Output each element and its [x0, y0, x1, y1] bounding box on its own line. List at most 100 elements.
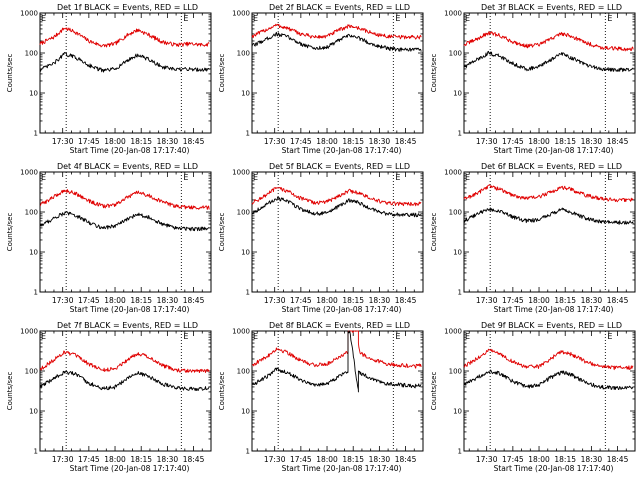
y-tick-label: 1000: [444, 169, 462, 177]
x-tick-label: 18:30: [581, 296, 603, 305]
x-tick-label: 18:15: [554, 137, 576, 146]
event-marker-label: E: [183, 14, 188, 23]
x-tick-label: 17:45: [290, 137, 312, 146]
x-tick-label: 18:45: [607, 296, 629, 305]
x-tick-label: 17:45: [78, 296, 100, 305]
plot-frame: [251, 12, 424, 134]
event-marker-label: E: [41, 173, 46, 182]
y-tick-label: 100: [237, 368, 250, 376]
event-marker-label: E: [183, 332, 188, 341]
x-tick-label: 18:00: [316, 137, 338, 146]
y-tick-label: 1: [246, 289, 250, 297]
y-tick-label: 1000: [20, 10, 38, 18]
y-tick-label: 100: [449, 368, 462, 376]
event-marker-label: E: [465, 332, 470, 341]
x-tick-label: 18:00: [104, 296, 126, 305]
y-tick-label: 100: [237, 209, 250, 217]
y-tick-label: 100: [449, 209, 462, 217]
event-marker-label: E: [395, 14, 400, 23]
x-tick-label: 17:30: [52, 296, 74, 305]
y-tick-label: 1: [246, 448, 250, 456]
chart-title: Det 4f BLACK = Events, RED = LLD: [57, 162, 198, 171]
y-tick-label: 1: [458, 448, 462, 456]
x-tick-label: 18:00: [316, 296, 338, 305]
x-axis-label: Start Time (20-Jan-08 17:17:40): [494, 464, 614, 473]
series-lld-red: [251, 186, 422, 207]
y-tick-label: 1000: [444, 10, 462, 18]
y-tick-label: 1000: [232, 169, 250, 177]
x-tick-label: 18:30: [369, 137, 391, 146]
plot-frame: [251, 330, 424, 452]
x-tick-label: 18:45: [395, 296, 417, 305]
x-tick-label: 18:15: [130, 137, 152, 146]
series-events-black: [39, 52, 210, 73]
x-tick-label: 18:15: [130, 455, 152, 464]
x-axis-label: Start Time (20-Jan-08 17:17:40): [70, 464, 190, 473]
chart-title: Det 1f BLACK = Events, RED = LLD: [57, 3, 198, 12]
y-tick-label: 10: [29, 249, 38, 257]
y-tick-label: 10: [241, 249, 250, 257]
chart-title: Det 6f BLACK = Events, RED = LLD: [481, 162, 622, 171]
x-tick-label: 17:30: [476, 455, 498, 464]
chart-title: Det 8f BLACK = Events, RED = LLD: [269, 321, 410, 330]
x-tick-label: 17:30: [264, 455, 286, 464]
plot-frame: [463, 171, 636, 293]
event-marker-label: E: [607, 332, 612, 341]
y-axis-label: Counts/sec: [430, 54, 438, 93]
y-tick-label: 100: [25, 50, 38, 58]
x-tick-label: 18:30: [581, 455, 603, 464]
x-tick-label: 18:00: [528, 296, 550, 305]
event-marker-label: E: [41, 332, 46, 341]
x-tick-label: 18:45: [607, 137, 629, 146]
y-tick-label: 10: [241, 408, 250, 416]
x-tick-label: 18:00: [104, 137, 126, 146]
x-tick-label: 18:30: [369, 296, 391, 305]
y-tick-label: 100: [25, 209, 38, 217]
plot-frame: [463, 330, 636, 452]
plot-frame: [251, 171, 424, 293]
series-lld-red: [463, 31, 634, 52]
plot-frame: [463, 12, 636, 134]
chart-panel-5: Det 5f BLACK = Events, RED = LLD Counts/s…: [218, 162, 424, 314]
series-events-black: [39, 211, 210, 232]
y-tick-label: 1000: [20, 169, 38, 177]
y-tick-label: 1000: [444, 328, 462, 336]
x-axis-label: Start Time (20-Jan-08 17:17:40): [494, 305, 614, 314]
event-marker-label: E: [253, 332, 258, 341]
series-lld-red: [463, 184, 634, 203]
y-tick-label: 1000: [20, 328, 38, 336]
x-tick-label: 18:45: [183, 137, 205, 146]
y-tick-label: 1: [34, 289, 38, 297]
x-tick-label: 18:00: [316, 455, 338, 464]
y-tick-label: 1000: [232, 328, 250, 336]
series-lld-red: [39, 27, 210, 48]
series-events-black: [39, 370, 210, 392]
series-lld-red: [251, 330, 422, 369]
chart-panel-2: Det 2f BLACK = Events, RED = LLD Counts/s…: [218, 3, 424, 155]
x-tick-label: 18:30: [157, 455, 179, 464]
plot-frame: [39, 12, 212, 134]
series-events-black: [251, 330, 422, 393]
plot-frame: [39, 330, 212, 452]
y-tick-label: 1: [458, 130, 462, 138]
x-tick-label: 18:45: [183, 296, 205, 305]
event-marker-label: E: [465, 14, 470, 23]
chart-panel-3: Det 3f BLACK = Events, RED = LLD Counts/s…: [430, 3, 636, 155]
x-tick-label: 18:45: [395, 455, 417, 464]
y-axis-label: Counts/sec: [430, 213, 438, 252]
x-axis-label: Start Time (20-Jan-08 17:17:40): [494, 146, 614, 155]
y-tick-label: 100: [237, 50, 250, 58]
chart-title: Det 3f BLACK = Events, RED = LLD: [481, 3, 622, 12]
event-marker-label: E: [607, 173, 612, 182]
y-tick-label: 1: [246, 130, 250, 138]
series-events-black: [463, 50, 634, 73]
chart-panel-7: Det 7f BLACK = Events, RED = LLD Counts/s…: [6, 321, 212, 473]
chart-title: Det 9f BLACK = Events, RED = LLD: [481, 321, 622, 330]
x-tick-label: 18:15: [554, 455, 576, 464]
chart-panel-4: Det 4f BLACK = Events, RED = LLD Counts/s…: [6, 162, 212, 314]
chart-title: Det 2f BLACK = Events, RED = LLD: [269, 3, 410, 12]
y-axis-label: Counts/sec: [430, 372, 438, 411]
event-marker-label: E: [465, 173, 470, 182]
series-events-black: [251, 31, 422, 52]
